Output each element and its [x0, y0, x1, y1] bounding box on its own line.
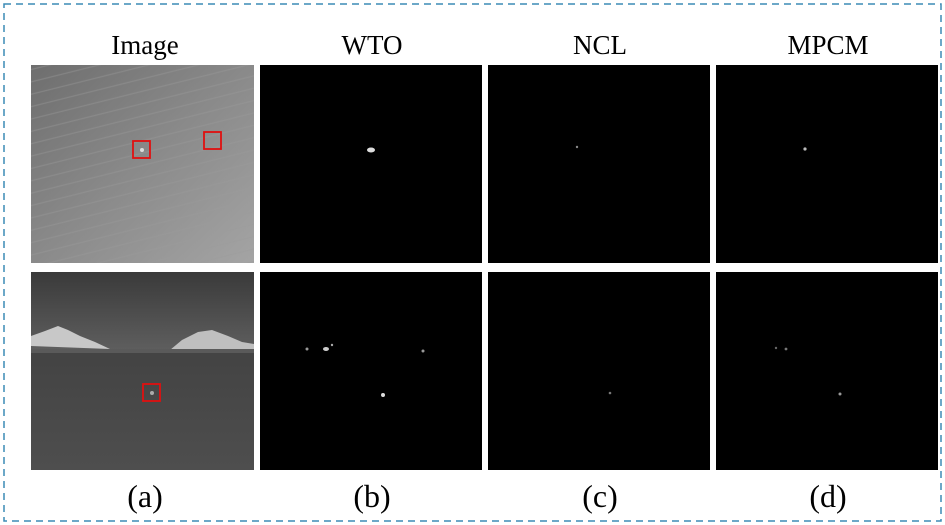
image-row-2	[31, 272, 938, 470]
detection	[331, 344, 333, 346]
column-header: MPCM	[787, 30, 868, 60]
result-image	[260, 272, 482, 470]
column-header: Image	[111, 30, 178, 60]
detection	[422, 350, 425, 353]
result-image	[488, 65, 710, 263]
result-image	[260, 65, 482, 263]
texture	[31, 65, 254, 263]
header-row: Image WTO NCL MPCM	[111, 30, 868, 60]
subfigure-label: (c)	[582, 478, 618, 514]
result-image	[716, 65, 938, 263]
subfigure-label: (d)	[809, 478, 846, 514]
image-row-1	[31, 65, 938, 263]
figure: Image WTO NCL MPCM	[0, 0, 945, 525]
result-image	[488, 272, 710, 470]
target	[140, 148, 144, 152]
result-image	[716, 272, 938, 470]
column-header: WTO	[342, 30, 403, 60]
detection	[803, 147, 806, 150]
detection	[775, 347, 777, 349]
detection	[576, 146, 578, 148]
detection	[609, 392, 612, 395]
detection	[323, 347, 329, 351]
subfigure-label: (b)	[353, 478, 390, 514]
target	[150, 391, 154, 395]
detection	[785, 348, 788, 351]
detection	[839, 393, 842, 396]
horizon	[31, 349, 254, 353]
detection	[367, 148, 375, 153]
detection	[381, 393, 385, 397]
column-header: NCL	[573, 30, 627, 60]
detection	[306, 348, 309, 351]
subfigure-label: (a)	[127, 478, 163, 514]
label-row: (a) (b) (c) (d)	[127, 478, 846, 514]
